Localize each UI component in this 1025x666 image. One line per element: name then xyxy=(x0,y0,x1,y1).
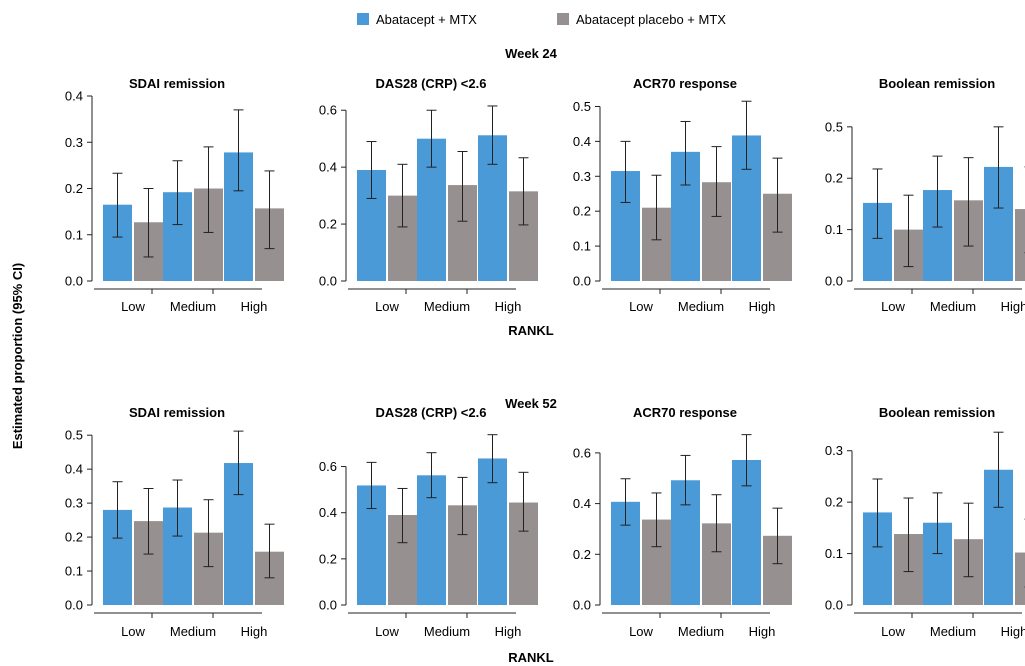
panel-week24-4: Boolean remission 0.0 0.1 0.2 0.5 Low Medium Hi… xyxy=(825,76,1025,314)
y-tick-label: 0.2 xyxy=(573,204,591,219)
panel-week52-2: DAS28 (CRP) <2.6 0.0 0.2 0.4 0.6 Low Medium Hig… xyxy=(319,405,538,639)
y-tick-label: 0.2 xyxy=(65,530,83,545)
x-tick-label-medium: Medium xyxy=(678,624,724,639)
x-axis-label-week24: RANKL xyxy=(508,323,554,338)
y-tick-label: 0.0 xyxy=(65,598,83,613)
week-heading-52: Week 52 xyxy=(505,396,557,411)
x-tick-label-medium: Medium xyxy=(424,299,470,314)
y-tick-label: 0.2 xyxy=(319,217,337,232)
x-tick-label-high: High xyxy=(241,624,268,639)
x-tick-label-low: Low xyxy=(121,624,145,639)
x-tick-label-medium: Medium xyxy=(170,299,216,314)
x-tick-label-high: High xyxy=(495,624,522,639)
x-tick-label-medium: Medium xyxy=(930,624,976,639)
x-tick-label-medium: Medium xyxy=(424,624,470,639)
legend-label-abatacept: Abatacept + MTX xyxy=(376,12,477,27)
y-tick-label: 0.5 xyxy=(65,428,83,443)
y-tick-label: 0.2 xyxy=(825,495,843,510)
bar-placebo-high xyxy=(1015,209,1025,281)
y-tick-label: 0.5 xyxy=(825,119,843,134)
y-tick-label: 0.0 xyxy=(65,274,83,289)
y-tick-label: 0.4 xyxy=(319,160,337,175)
legend: Abatacept + MTX Abatacept placebo + MTX xyxy=(357,12,726,27)
panel-title: ACR70 response xyxy=(633,405,737,420)
panel-week24-1: SDAI remission 0.0 0.1 0.2 0.3 0.4 Low Medium Hi… xyxy=(65,76,284,314)
y-tick-label: 0.3 xyxy=(825,443,843,458)
panel-week24-2: DAS28 (CRP) <2.6 0.0 0.2 0.4 0.6 Low Medium Hig… xyxy=(319,76,538,314)
panel-title: DAS28 (CRP) <2.6 xyxy=(376,76,487,91)
y-tick-label: 0.2 xyxy=(65,181,83,196)
x-tick-label-low: Low xyxy=(629,624,653,639)
legend-swatch-placebo xyxy=(557,13,569,25)
x-axis-label-week52: RANKL xyxy=(508,650,554,665)
x-tick-label-medium: Medium xyxy=(678,299,724,314)
x-tick-label-low: Low xyxy=(375,624,399,639)
y-tick-label: 0.1 xyxy=(65,564,83,579)
y-tick-label: 0.4 xyxy=(65,462,83,477)
panel-week24-3: ACR70 response 0.0 0.1 0.2 0.3 0.4 0.5 Low Mediu… xyxy=(573,76,792,314)
y-tick-label: 0.3 xyxy=(65,135,83,150)
x-tick-label-low: Low xyxy=(121,299,145,314)
x-tick-label-low: Low xyxy=(881,624,905,639)
legend-swatch-abatacept xyxy=(357,13,369,25)
y-tick-label: 0.4 xyxy=(573,134,591,149)
y-tick-label: 0.6 xyxy=(573,445,591,460)
panel-title: DAS28 (CRP) <2.6 xyxy=(376,405,487,420)
x-tick-label-low: Low xyxy=(881,299,905,314)
x-tick-label-high: High xyxy=(1001,299,1025,314)
y-tick-label: 0.4 xyxy=(319,505,337,520)
x-tick-label-high: High xyxy=(241,299,268,314)
legend-label-placebo: Abatacept placebo + MTX xyxy=(576,12,726,27)
panel-title: ACR70 response xyxy=(633,76,737,91)
y-tick-label: 0.5 xyxy=(573,99,591,114)
x-tick-label-high: High xyxy=(1001,624,1025,639)
panel-week52-3: ACR70 response 0.0 0.2 0.4 0.6 Low Medium High xyxy=(573,405,792,639)
panels: SDAI remission 0.0 0.1 0.2 0.3 0.4 Low Medium Hi… xyxy=(65,76,1025,639)
y-tick-label: 0.2 xyxy=(825,171,843,186)
panel-week52-4: Boolean remission 0.0 0.1 0.2 0.3 Low Medium Hi… xyxy=(825,405,1025,639)
x-tick-label-high: High xyxy=(749,299,776,314)
panel-title: SDAI remission xyxy=(129,76,225,91)
y-tick-label: 0.2 xyxy=(573,547,591,562)
y-tick-label: 0.4 xyxy=(573,496,591,511)
panel-title: Boolean remission xyxy=(879,76,995,91)
x-tick-label-high: High xyxy=(495,299,522,314)
panel-title: SDAI remission xyxy=(129,405,225,420)
y-tick-label: 0.2 xyxy=(319,551,337,566)
y-tick-label: 0.0 xyxy=(825,274,843,289)
x-tick-label-low: Low xyxy=(375,299,399,314)
y-tick-label: 0.3 xyxy=(65,496,83,511)
x-tick-label-low: Low xyxy=(629,299,653,314)
y-tick-label: 0.1 xyxy=(65,227,83,242)
y-tick-label: 0.6 xyxy=(319,103,337,118)
y-tick-label: 0.1 xyxy=(573,239,591,254)
y-axis-label: Estimated proportion (95% CI) xyxy=(10,263,25,449)
y-tick-label: 0.3 xyxy=(573,169,591,184)
y-tick-label: 0.0 xyxy=(319,598,337,613)
y-tick-label: 0.0 xyxy=(573,598,591,613)
y-tick-label: 0.0 xyxy=(825,598,843,613)
x-tick-label-medium: Medium xyxy=(930,299,976,314)
week-heading-24: Week 24 xyxy=(505,46,558,61)
panel-title: Boolean remission xyxy=(879,405,995,420)
x-tick-label-high: High xyxy=(749,624,776,639)
panel-week52-1: SDAI remission 0.0 0.1 0.2 0.3 0.4 0.5 Low Mediu… xyxy=(65,405,284,639)
y-tick-label: 0.6 xyxy=(319,459,337,474)
y-tick-label: 0.0 xyxy=(573,274,591,289)
y-tick-label: 0.4 xyxy=(65,89,83,104)
x-tick-label-medium: Medium xyxy=(170,624,216,639)
y-tick-label: 0.1 xyxy=(825,546,843,561)
y-tick-label: 0.1 xyxy=(825,222,843,237)
y-tick-label: 0.0 xyxy=(319,274,337,289)
bar-placebo-high xyxy=(1015,552,1025,605)
